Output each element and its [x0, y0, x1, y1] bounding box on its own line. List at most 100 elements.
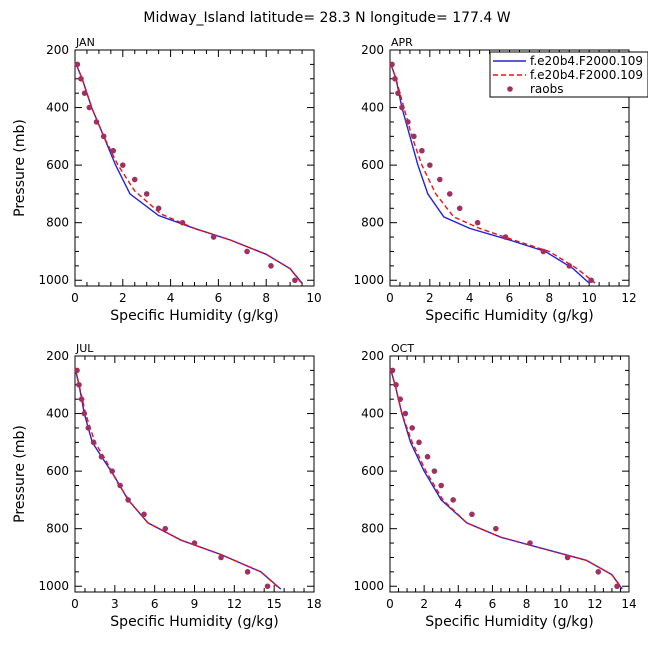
raobs-point	[210, 234, 217, 240]
y-tick-label: 200	[361, 43, 384, 57]
panel-name: JAN	[75, 36, 95, 49]
raobs-point	[564, 554, 571, 561]
legend-marker	[507, 86, 513, 92]
y-tick-label: 400	[46, 101, 69, 115]
x-tick-label: 0	[71, 597, 79, 611]
y-tick-label: 200	[361, 349, 384, 363]
x-tick-label: 18	[306, 597, 321, 611]
legend-entry: raobs	[507, 82, 564, 96]
raobs-point	[120, 162, 126, 168]
x-tick-label: 8	[262, 291, 270, 305]
raobs-point	[393, 381, 399, 388]
raobs-point	[110, 147, 117, 154]
raobs-point	[244, 569, 251, 575]
panel-apr: 0 2 4 6 8 10 12 200 400 600 800 1000 APR Specific Hum…	[353, 36, 636, 324]
raobs-point	[527, 540, 533, 546]
legend-entry: f.e20b4.F2000.109	[493, 54, 643, 68]
raobs-point	[493, 525, 499, 532]
x-tick-label: 15	[267, 597, 282, 611]
raobs-point	[86, 104, 93, 111]
raobs-point	[85, 425, 92, 431]
raobs-point	[540, 248, 547, 255]
raobs-point	[244, 248, 250, 255]
raobs-point	[431, 468, 438, 474]
x-tick-label: 6	[489, 597, 497, 611]
x-tick-label: 9	[191, 597, 199, 611]
raobs-point	[456, 205, 463, 212]
x-tick-label: 10	[306, 291, 321, 305]
x-tick-label: 0	[386, 597, 394, 611]
raobs-point	[411, 133, 417, 140]
model-line-solid	[75, 370, 282, 590]
x-tick-label: 10	[553, 597, 568, 611]
x-tick-label: 12	[621, 291, 636, 305]
raobs-point	[100, 133, 107, 140]
raobs-point	[595, 569, 602, 575]
x-tick-label: 0	[71, 291, 79, 305]
x-tick-label: 3	[111, 597, 119, 611]
raobs-point	[566, 263, 573, 269]
raobs-point	[502, 234, 509, 240]
raobs-point	[117, 482, 123, 489]
raobs-point	[78, 396, 85, 402]
model-line-dashed	[390, 64, 596, 284]
x-tick-label: 0	[386, 291, 394, 305]
y-tick-label: 1000	[38, 579, 69, 593]
x-tick-label: 8	[523, 597, 531, 611]
x-tick-label: 4	[466, 291, 474, 305]
y-axis-label: Pressure (mb)	[12, 425, 28, 523]
raobs-point	[397, 396, 404, 402]
y-tick-label: 200	[46, 349, 69, 363]
y-tick-label: 600	[361, 464, 384, 478]
y-tick-label: 400	[361, 407, 384, 421]
legend-entry: f.e20b4.F2000.109	[493, 68, 643, 82]
x-tick-label: 6	[506, 291, 514, 305]
raobs-point	[143, 191, 150, 197]
y-tick-label: 400	[46, 407, 69, 421]
x-tick-label: 14	[621, 597, 636, 611]
x-axis-label: Specific Humidity (g/kg)	[425, 308, 593, 324]
raobs-point	[109, 468, 115, 474]
x-axis-label: Specific Humidity (g/kg)	[110, 308, 278, 324]
raobs-point	[395, 90, 401, 96]
x-tick-label: 2	[119, 291, 127, 305]
y-tick-label: 1000	[38, 273, 69, 287]
raobs-point	[588, 277, 594, 284]
y-tick-label: 400	[361, 101, 384, 115]
raobs-point	[81, 410, 88, 417]
panel-name: APR	[391, 36, 413, 49]
x-tick-label: 2	[420, 597, 428, 611]
raobs-point	[98, 453, 105, 460]
plot-frame	[74, 355, 315, 593]
model-line-solid	[75, 64, 303, 284]
raobs-point	[405, 119, 411, 125]
raobs-point	[292, 277, 298, 284]
raobs-point	[389, 61, 395, 68]
y-tick-label: 800	[46, 216, 69, 230]
x-tick-label: 6	[215, 291, 223, 305]
raobs-point	[416, 439, 422, 446]
raobs-point	[76, 381, 82, 388]
y-tick-label: 800	[46, 522, 69, 536]
panel-name: OCT	[391, 342, 414, 355]
raobs-point	[427, 162, 433, 168]
y-tick-label: 600	[46, 464, 69, 478]
raobs-point	[402, 410, 409, 417]
raobs-point	[78, 75, 84, 82]
raobs-point	[125, 497, 131, 503]
y-tick-label: 200	[46, 43, 69, 57]
y-axis-label: Pressure (mb)	[12, 119, 28, 217]
raobs-point	[74, 61, 81, 68]
raobs-point	[424, 453, 431, 460]
model-line-dashed	[390, 370, 623, 589]
raobs-point	[446, 191, 453, 197]
legend-label: raobs	[530, 82, 564, 96]
raobs-point	[155, 205, 162, 212]
raobs-point	[419, 147, 425, 154]
x-tick-label: 12	[587, 597, 602, 611]
panel-oct: 0 2 4 6 8 10 12 14 200 400 600 800 1000 OCT Specific H…	[353, 342, 636, 630]
x-tick-label: 2	[426, 291, 434, 305]
y-tick-label: 600	[361, 158, 384, 172]
x-tick-label: 4	[454, 597, 462, 611]
